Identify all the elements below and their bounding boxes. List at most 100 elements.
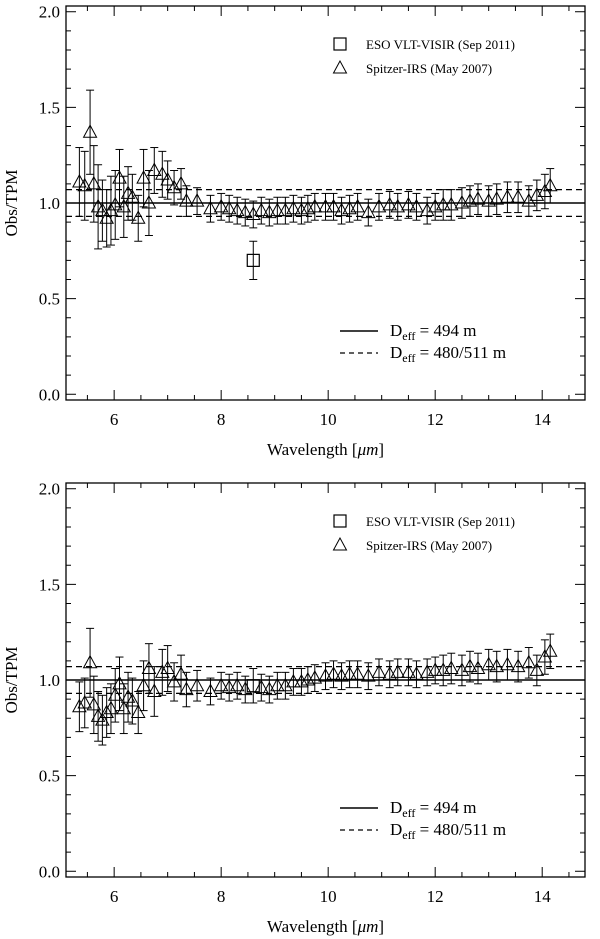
spitzer-point [409,660,424,689]
x-tick-label: 14 [534,410,552,429]
triangle-marker [409,666,424,680]
x-tick-label: 12 [427,410,444,429]
spitzer-point [213,671,229,700]
spitzer-point [454,654,470,687]
spitzer-point [203,194,218,223]
legend-square-icon [333,514,347,528]
y-tick-label: 1.0 [39,194,60,213]
legend-square-icon [333,37,347,51]
spitzer-point [237,675,253,704]
spitzer-point [409,192,424,221]
triangle-marker [326,198,341,213]
triangle-marker [125,189,140,203]
triangle-marker [99,210,115,224]
series-square [246,240,260,281]
series-square [246,668,260,704]
triangle-marker [213,198,229,213]
spitzer-point [221,194,237,223]
triangle-marker [390,664,406,678]
spitzer-point [82,627,98,698]
triangle-marker [427,662,443,676]
spitzer-point [470,652,486,685]
legend-label-deff: Deff = 494 m [390,321,476,343]
triangle-marker [173,175,189,190]
triangle-marker [286,673,301,688]
legend-label-visir: ESO VLT-VISIR (Sep 2011) [366,37,515,52]
triangle-marker [189,193,205,207]
spitzer-point [318,662,333,691]
triangle-marker [270,202,285,217]
triangle-marker [160,171,175,186]
spitzer-point [141,169,157,237]
triangle-marker [500,656,515,671]
spitzer-point [77,150,93,221]
spitzer-point [95,179,110,242]
x-tick-label: 6 [110,410,119,429]
triangle-marker [443,660,459,675]
triangle-marker [510,658,526,673]
spitzer-point [300,194,316,223]
x-tick-label: 8 [217,410,226,429]
spitzer-point [401,658,416,687]
triangle-marker [409,198,424,213]
triangle-marker [237,204,253,219]
spitzer-point [253,196,269,225]
spitzer-point [462,185,478,217]
triangle-marker [481,656,497,671]
x-tick-label: 8 [217,887,226,906]
spitzer-point [189,187,205,215]
spitzer-point [510,181,526,214]
triangle-marker [462,658,478,673]
triangle-marker [95,202,110,217]
triangle-marker [253,202,269,217]
spitzer-point [160,160,175,200]
spitzer-point [401,191,416,219]
spitzer-point [99,189,115,248]
spitzer-point [326,660,341,689]
spitzer-point [203,677,218,706]
triangle-marker [470,660,486,675]
spitzer-point [300,666,316,694]
spitzer-point [419,658,435,687]
triangle-marker [146,162,162,176]
legend-label-spitzer: Spitzer-IRS (May 2007) [366,61,492,76]
triangle-marker [307,670,323,684]
spitzer-point [130,194,146,242]
spitzer-point [103,683,119,735]
y-tick-label: 0.5 [39,290,60,309]
y-tick-label: 0.5 [39,767,60,786]
visir-point [246,668,260,704]
spitzer-point [350,192,365,221]
triangle-marker [166,673,182,688]
x-tick-label: 14 [534,887,552,906]
triangle-marker [146,683,162,697]
spitzer-point [136,660,151,712]
spitzer-point [350,660,365,689]
triangle-marker [300,671,316,686]
x-tick-label: 10 [320,887,337,906]
y-tick-label: 0.0 [39,862,60,881]
spitzer-point [307,192,323,221]
spitzer-point [82,89,98,175]
triangle-marker [77,177,93,192]
triangle-marker [82,124,98,138]
triangle-marker [189,677,205,692]
triangle-marker [86,696,102,711]
spitzer-point [179,185,194,217]
spitzer-point [342,660,357,689]
triangle-marker [221,200,237,215]
triangle-marker [382,196,398,211]
y-axis-label: Obs/TPM [2,646,21,713]
triangle-marker [95,712,110,726]
y-tick-label: 1.5 [39,575,60,594]
spitzer-point [286,194,301,223]
spitzer-point [360,662,376,691]
triangle-marker [294,202,309,217]
triangle-marker [136,677,151,692]
x-axis-label: Wavelength [μm] [267,440,384,459]
spitzer-point [390,658,406,687]
spitzer-point [166,169,182,206]
triangle-marker [107,196,123,211]
